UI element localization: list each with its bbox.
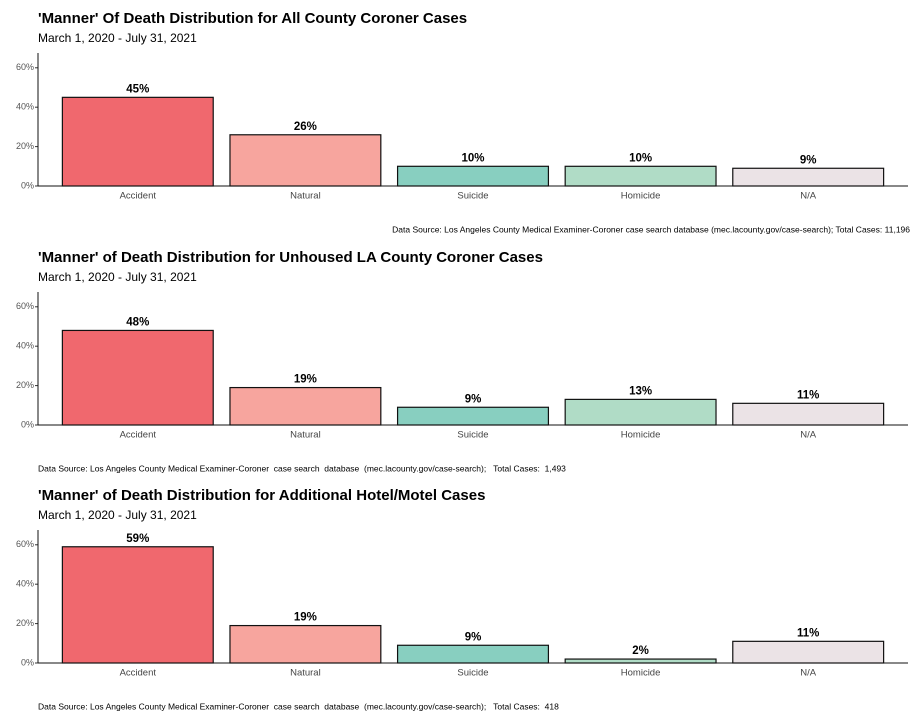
value-label: 19% — [294, 374, 317, 386]
value-label: 10% — [629, 152, 652, 164]
y-tick-label: 20% — [16, 141, 34, 151]
caption: Data Source: Los Angeles County Medical … — [38, 701, 559, 711]
bar — [564, 658, 717, 664]
bar — [732, 402, 885, 426]
x-tick-label: Natural — [290, 191, 321, 202]
y-tick-label: 0% — [21, 419, 34, 429]
value-label: 11% — [797, 627, 819, 639]
value-label: 2% — [632, 645, 649, 657]
chart-subtitle: March 1, 2020 - July 31, 2021 — [38, 270, 197, 284]
x-tick-label: Homicide — [621, 191, 661, 202]
x-tick-label: N/A — [800, 430, 817, 441]
x-tick-label: Homicide — [621, 668, 661, 679]
y-tick-label: 20% — [16, 618, 34, 628]
value-label: 13% — [629, 385, 652, 397]
x-tick-label: N/A — [800, 191, 817, 202]
chart-title: 'Manner' Of Death Distribution for All C… — [38, 10, 467, 27]
x-tick-label: Natural — [290, 668, 321, 679]
bar — [61, 96, 214, 187]
x-tick-label: Suicide — [457, 191, 488, 202]
x-tick-label: Natural — [290, 430, 321, 441]
value-label: 19% — [294, 612, 317, 624]
value-label: 48% — [126, 316, 149, 328]
chart-subtitle: March 1, 2020 - July 31, 2021 — [38, 508, 197, 522]
x-tick-label: Accident — [120, 668, 157, 679]
x-tick-label: Accident — [120, 191, 157, 202]
x-tick-label: Suicide — [457, 430, 488, 441]
bar — [564, 398, 717, 426]
y-tick-label: 40% — [16, 341, 34, 351]
bar — [732, 167, 885, 187]
y-tick-label: 60% — [16, 539, 34, 549]
value-label: 9% — [465, 393, 482, 405]
value-label: 26% — [294, 121, 317, 133]
bar — [61, 329, 214, 426]
value-label: 11% — [797, 389, 819, 401]
y-tick-label: 40% — [16, 102, 34, 112]
bar — [61, 546, 214, 664]
bar — [229, 624, 382, 664]
chart-title: 'Manner' of Death Distribution for Addit… — [38, 487, 485, 504]
value-label: 59% — [126, 533, 149, 545]
value-label: 45% — [126, 83, 149, 95]
x-tick-label: Homicide — [621, 430, 661, 441]
bar — [396, 406, 550, 426]
bar — [229, 386, 382, 426]
bar — [396, 644, 550, 664]
y-tick-label: 20% — [16, 380, 34, 390]
value-label: 9% — [465, 631, 482, 643]
y-tick-label: 60% — [16, 62, 34, 72]
y-tick-label: 40% — [16, 579, 34, 589]
x-tick-label: Suicide — [457, 668, 488, 679]
caption: Data Source: Los Angeles County Medical … — [392, 224, 910, 234]
value-label: 9% — [800, 154, 817, 166]
bar — [229, 134, 382, 187]
chart-title: 'Manner' of Death Distribution for Unhou… — [38, 249, 543, 266]
bar — [564, 165, 717, 187]
y-tick-label: 60% — [16, 301, 34, 311]
chart-subtitle: March 1, 2020 - July 31, 2021 — [38, 31, 197, 45]
x-tick-label: N/A — [800, 668, 817, 679]
bar — [396, 165, 550, 187]
x-tick-label: Accident — [120, 430, 157, 441]
value-label: 10% — [461, 152, 484, 164]
caption: Data Source: Los Angeles County Medical … — [38, 463, 566, 473]
y-tick-label: 0% — [21, 180, 34, 190]
y-tick-label: 0% — [21, 657, 34, 667]
bar — [732, 640, 885, 664]
